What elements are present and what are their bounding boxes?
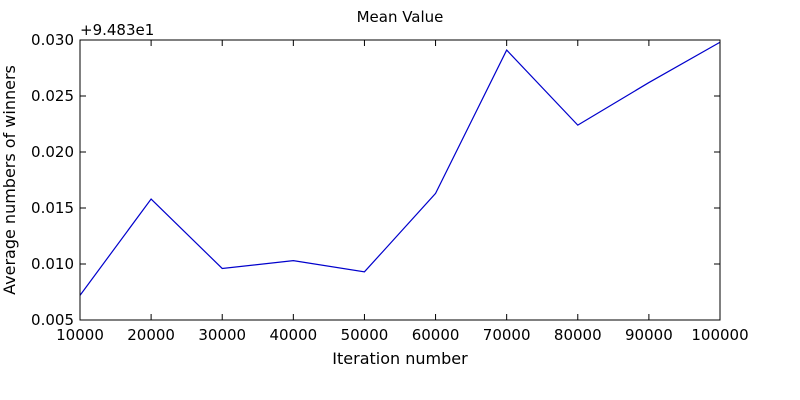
data-point	[221, 267, 223, 269]
y-tick-label: 0.020	[31, 143, 74, 161]
chart-title: Mean Value	[357, 8, 444, 26]
plot-frame	[79, 39, 721, 321]
x-tick-label: 30000	[198, 326, 246, 344]
y-tick-label: 0.015	[31, 199, 74, 217]
data-point	[506, 49, 508, 51]
data-point	[363, 271, 365, 273]
data-point	[435, 192, 437, 194]
axis-ticks: 10000 20000 30000 40000 50000 60000 70000 80000…	[31, 31, 749, 344]
y-tick-label: 0.005	[31, 311, 74, 329]
y-tick-label: 0.010	[31, 255, 74, 273]
y-tick-label: 0.025	[31, 87, 74, 105]
x-tick-label: 90000	[625, 326, 673, 344]
y-offset-label: +9.483e1	[80, 21, 154, 39]
y-axis-label: Average numbers of winners	[0, 65, 19, 295]
y-tick-label: 0.030	[31, 31, 74, 49]
x-tick-label: 80000	[554, 326, 602, 344]
series-line	[79, 41, 721, 296]
data-point	[577, 124, 579, 126]
x-tick-label: 40000	[269, 326, 317, 344]
x-tick-label: 70000	[483, 326, 531, 344]
data-point	[648, 82, 650, 84]
x-tick-label: 100000	[691, 326, 748, 344]
series-layer	[79, 41, 721, 296]
x-axis-label: Iteration number	[332, 349, 468, 368]
data-point	[292, 260, 294, 262]
x-tick-label: 60000	[412, 326, 460, 344]
x-tick-label: 20000	[127, 326, 175, 344]
x-tick-label: 50000	[341, 326, 389, 344]
data-point	[150, 198, 152, 200]
x-tick-label: 10000	[56, 326, 104, 344]
